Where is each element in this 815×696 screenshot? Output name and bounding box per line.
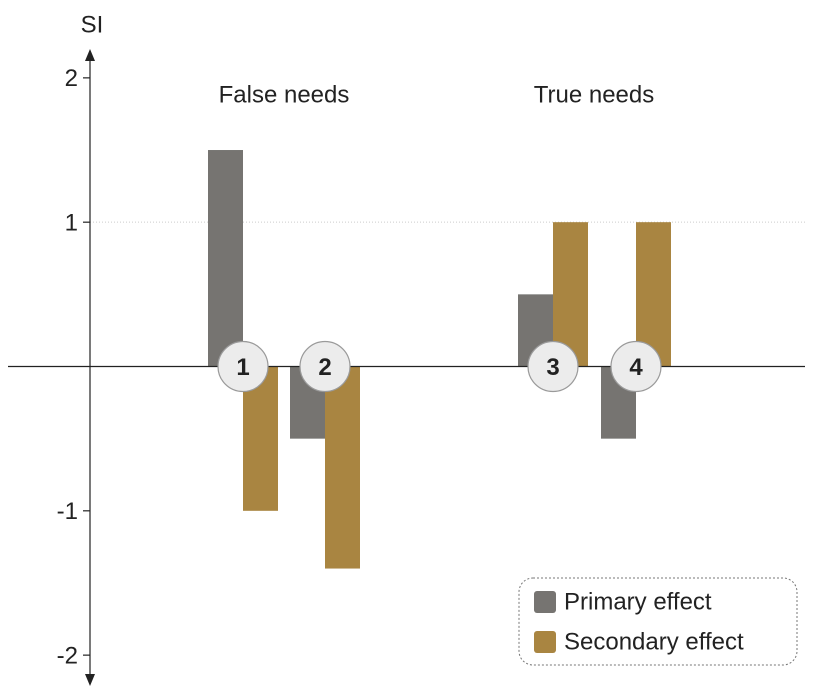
legend-box [518,577,798,666]
category-badge [217,340,269,393]
y-tick-label: -1 [57,498,78,525]
bar [208,150,243,367]
legend-swatch [534,591,556,613]
y-axis-arrow [85,49,95,61]
y-tick-label: -2 [57,642,78,669]
bar [325,366,360,569]
legend-label: Secondary effect [564,628,744,655]
y-axis-label: SI [81,11,104,38]
y-tick-label: 1 [65,210,78,237]
x-tick-label: 4 [629,354,643,381]
group-label: True needs [534,81,655,108]
category-badge [527,340,579,393]
x-tick-label: 2 [318,354,331,381]
y-axis-arrow [85,674,95,686]
x-tick-label: 1 [236,354,249,381]
legend-swatch [534,631,556,653]
category-badge [299,340,351,393]
category-badge [610,340,662,393]
legend-label: Primary effect [564,588,712,615]
x-tick-label: 3 [546,354,559,381]
group-label: False needs [219,81,350,108]
y-tick-label: 2 [65,65,78,92]
